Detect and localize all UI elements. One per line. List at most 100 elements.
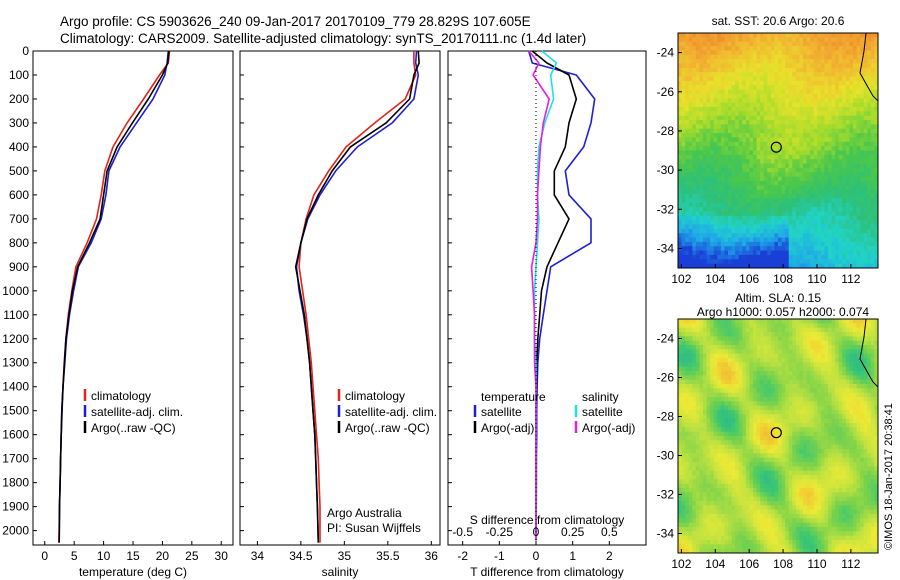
map-cell [770,410,775,415]
map-cell [788,194,793,199]
map-cell [799,111,804,117]
map-cell [731,141,736,147]
map-cell [749,76,754,82]
map-cell [806,207,811,212]
map-cell [813,215,818,221]
map-cell [731,418,736,424]
map-cell [724,224,729,230]
map-cell [717,215,722,221]
map-cell [831,172,836,178]
map-cell [806,410,811,415]
map-cell [842,423,847,428]
map-cell [703,423,707,428]
map-cell [692,185,697,191]
map-cell [842,345,847,350]
map-cell [767,375,772,381]
map-cell [860,233,865,238]
map-cell [845,444,850,450]
map-cell [692,141,697,147]
map-cell [767,414,772,420]
map-cell [778,115,782,121]
map-cell [813,76,818,82]
map-cell [788,319,793,324]
map-cell [756,224,761,230]
map-cell [735,93,740,99]
map-cell [845,98,850,104]
map-cell [863,67,868,73]
map-cell [828,185,832,191]
map-cell [849,323,854,329]
map-cell [710,388,715,394]
map-cell [742,440,747,446]
map-cell [695,167,700,173]
map-cell [770,250,775,256]
map-cell [763,106,768,112]
map-cell [813,106,818,112]
map-cell [770,379,775,385]
map-cell [803,366,807,372]
map-cell [742,423,747,428]
map-cell [770,146,775,151]
map-cell [806,33,811,38]
map-cell [778,224,782,230]
map-cell [788,220,793,225]
map-cell [763,250,768,256]
map-cell [710,250,715,256]
map-cell [695,453,700,459]
map-cell [845,106,850,112]
map-cell [753,336,757,342]
map-cell [756,323,761,329]
map-cell [795,67,800,73]
map-cell [678,133,682,138]
map-cell [685,141,690,147]
map-cell [717,259,722,265]
map-cell [792,106,797,112]
map-cell [699,67,704,73]
map-cell [710,444,715,450]
map-cell [803,418,807,424]
map-cell [828,146,832,151]
map-cell [785,180,790,186]
map-cell [810,228,815,234]
map-cell [792,340,797,346]
map-cell [724,207,729,212]
map-cell [831,50,836,56]
map-cell [785,194,790,199]
map-cell [738,375,743,381]
map-cell [853,102,857,108]
map-cell [763,59,768,64]
map-cell [760,37,765,43]
map-cell [781,185,786,191]
map-cell [720,384,725,389]
map-cell [731,93,736,99]
map-cell [860,185,865,191]
map-cell [810,189,815,195]
map-cell [788,172,793,178]
map-cell [685,319,690,324]
map-cell [703,180,707,186]
map-cell [681,41,686,47]
map-cell [774,93,779,99]
map-cell [842,141,847,147]
map-cell [785,233,790,238]
map-cell [742,176,747,182]
map-cell [731,362,736,368]
map-cell [724,250,729,256]
map-cell [703,54,707,60]
map-cell [703,167,707,173]
map-cell [806,37,811,43]
map-cell [781,332,786,337]
map-cell [749,124,754,130]
map-cell [795,202,800,208]
map-cell [756,115,761,121]
map-cell [678,159,682,164]
map-cell [706,414,711,420]
map-cell [728,423,732,428]
map-cell [745,72,750,77]
map-cell [695,93,700,99]
map-cell [870,102,875,108]
map-cell [824,194,829,199]
map-cell [742,154,747,160]
map-cell [817,345,822,350]
map-cell [788,76,793,82]
